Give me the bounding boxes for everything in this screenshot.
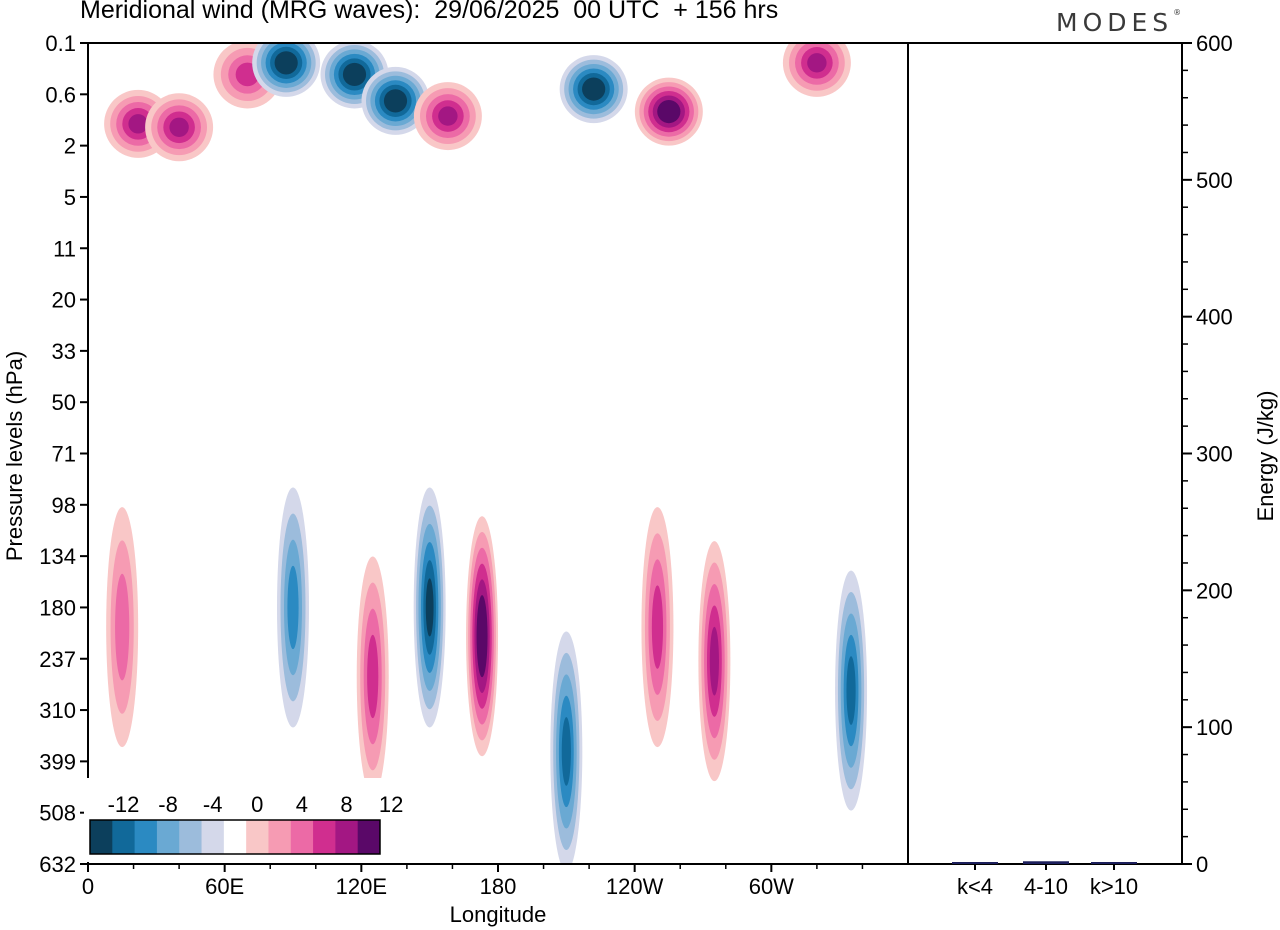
pressure-tick-label: 11 xyxy=(53,236,76,261)
colorbar: -12 -8 -4 0 4 8 12 xyxy=(84,778,403,862)
wind-contour-7-6 xyxy=(582,77,606,101)
wind-contour-5-6 xyxy=(383,89,408,113)
wind-contour-14-5 xyxy=(561,717,571,786)
longitude-tick-label: 180 xyxy=(480,874,517,899)
wind-contour-8-6 xyxy=(657,99,681,124)
wind-contour-11-6 xyxy=(476,595,488,678)
energy-tick-label: 200 xyxy=(1196,578,1233,603)
wind-contour-10-6 xyxy=(425,578,434,637)
colorbar-swatch xyxy=(313,820,336,854)
colorbar-swatch xyxy=(268,820,292,854)
wind-contour-4-6 xyxy=(342,62,367,87)
pressure-tick-label: 134 xyxy=(39,544,76,569)
pressure-tick-label: 180 xyxy=(39,595,76,620)
colorbar-label: 12 xyxy=(379,792,403,817)
pressure-axis: 0.1 0.6 2 5 11 20 33 50 71 98 134 180 237 310 399 508 63… xyxy=(39,31,88,877)
category-label: k<4 xyxy=(957,874,993,899)
category-label: 4-10 xyxy=(1024,874,1068,899)
pressure-tick-label: 20 xyxy=(52,288,76,313)
wind-contour-17-5 xyxy=(846,656,856,725)
wind-contour-18-3 xyxy=(115,573,130,681)
pressure-tick-label: 33 xyxy=(52,339,76,364)
heatmap-frame xyxy=(87,42,909,865)
pressure-tick-label: 50 xyxy=(52,390,76,415)
energy-tick-label: 400 xyxy=(1196,305,1233,330)
colorbar-swatch xyxy=(179,820,203,854)
pressure-tick-label: 508 xyxy=(39,801,76,826)
longitude-axis: 0 60E 120E 180 120W 60W xyxy=(82,864,864,899)
pressure-tick-label: 237 xyxy=(39,647,76,672)
energy-tick-label: 600 xyxy=(1196,31,1233,56)
wind-contour-16-5 xyxy=(709,626,719,696)
heatmap-field xyxy=(104,43,868,864)
energy-bar xyxy=(1091,862,1137,864)
colorbar-swatch xyxy=(246,820,269,854)
registered-mark: ® xyxy=(1173,8,1182,17)
pressure-tick-label: 98 xyxy=(52,493,76,518)
wavenumber-labels: k<4 4-10 k>10 xyxy=(957,864,1138,899)
energy-axis: 0 100 200 300 400 500 600 xyxy=(1182,31,1233,877)
colorbar-label: 4 xyxy=(296,792,308,817)
wind-contour-1-5 xyxy=(169,117,189,137)
pressure-tick-label: 399 xyxy=(39,749,76,774)
colorbar-swatch xyxy=(357,820,381,854)
colorbar-swatch xyxy=(290,820,314,854)
colorbar-swatch xyxy=(134,820,158,854)
colorbar-label: 8 xyxy=(340,792,352,817)
pressure-tick-label: 71 xyxy=(52,442,76,467)
pressure-tick-label: 2 xyxy=(64,134,76,159)
pressure-tick-label: 310 xyxy=(39,698,76,723)
colorbar-frame xyxy=(89,819,381,855)
colorbar-label: 0 xyxy=(251,792,263,817)
longitude-tick-label: 60E xyxy=(205,874,244,899)
modes-logo: MODES® xyxy=(1056,8,1181,37)
wind-contour-12-4 xyxy=(367,634,379,719)
energy-bar xyxy=(1023,861,1069,864)
colorbar-label: -8 xyxy=(158,792,178,817)
category-label: k>10 xyxy=(1090,874,1138,899)
longitude-tick-label: 0 xyxy=(82,874,94,899)
wind-contour-3-6 xyxy=(274,51,298,75)
energy-tick-label: 500 xyxy=(1196,168,1233,193)
pressure-tick-label: 5 xyxy=(64,185,76,210)
wind-contour-0-5 xyxy=(128,114,148,134)
energy-panel-frame xyxy=(907,42,1183,865)
energy-tick-label: 300 xyxy=(1196,442,1233,467)
longitude-tick-label: 120E xyxy=(336,874,387,899)
colorbar-swatch xyxy=(335,820,359,854)
energy-tick-label: 0 xyxy=(1196,852,1208,877)
pressure-tick-label: 0.1 xyxy=(45,31,76,56)
wind-contour-15-4 xyxy=(651,585,664,669)
energy-bars xyxy=(952,861,1137,864)
chart-title: Meridional wind (MRG waves): 29/06/2025 … xyxy=(80,0,779,24)
pressure-tick-label: 632 xyxy=(39,852,76,877)
longitude-tick-label: 120W xyxy=(606,874,664,899)
energy-bar xyxy=(952,862,998,864)
y-axis-title: Pressure levels (hPa) xyxy=(2,351,27,561)
colorbar-label: -12 xyxy=(108,792,140,817)
colorbar-swatch xyxy=(156,820,180,854)
colorbar-swatch xyxy=(112,820,136,854)
energy-tick-label: 100 xyxy=(1196,715,1233,740)
longitude-tick-label: 60W xyxy=(749,874,794,899)
colorbar-label: -4 xyxy=(203,792,223,817)
wind-contour-13-4 xyxy=(287,565,299,650)
colorbar-swatch xyxy=(223,820,247,854)
pressure-tick-label: 0.6 xyxy=(45,82,76,107)
energy-axis-title: Energy (J/kg) xyxy=(1253,391,1278,522)
x-axis-title: Longitude xyxy=(450,902,547,927)
wind-contour-6-5 xyxy=(438,106,458,126)
logo-text: MODES xyxy=(1056,8,1174,37)
wind-contour-9-5 xyxy=(807,53,827,73)
colorbar-swatch xyxy=(90,820,113,854)
colorbar-swatch xyxy=(201,820,225,854)
